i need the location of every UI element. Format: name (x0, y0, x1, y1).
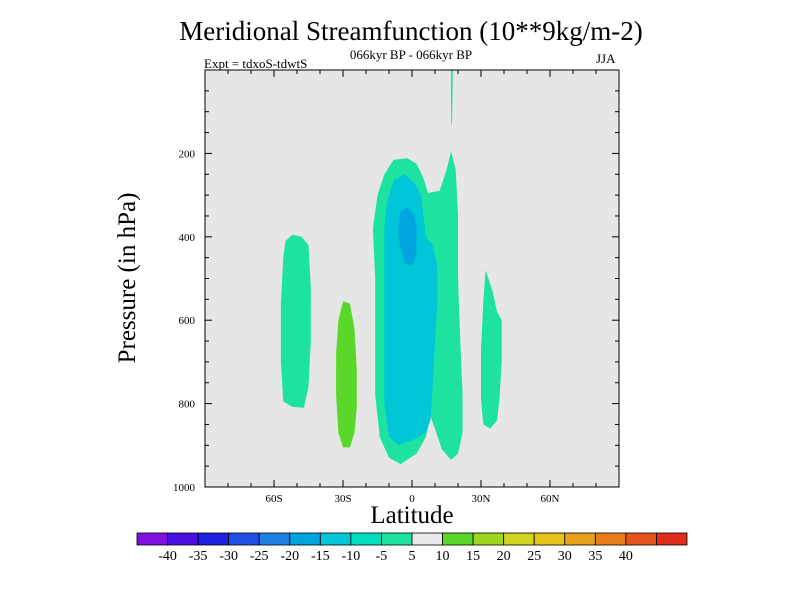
colorbar-label: -25 (250, 549, 269, 564)
experiment-label: Expt = tdxoS-tdwtS (204, 56, 308, 71)
colorbar-swatch (564, 532, 596, 546)
colorbar-swatch (656, 532, 688, 546)
contour-region-strat-filament (450, 70, 453, 125)
chart-title: Meridional Streamfunction (10**9kg/m-2) (179, 16, 643, 46)
colorbar-swatch (411, 532, 443, 546)
colorbar-swatch (503, 532, 535, 546)
x-tick-label: 30S (334, 493, 351, 505)
colorbar-label: -40 (158, 549, 177, 564)
contour-region-sh-midlat-cell (280, 234, 311, 408)
colorbar-label: 15 (466, 549, 480, 564)
colorbar-swatch (594, 532, 627, 546)
contour-region-tropical-core (398, 207, 417, 266)
colorbar-label: -10 (342, 549, 361, 564)
y-tick-label: 600 (179, 315, 196, 327)
colorbar-label: 10 (436, 549, 450, 564)
colorbar-label: 35 (588, 549, 602, 564)
colorbar-swatch (258, 532, 291, 546)
colorbar-swatch (442, 532, 474, 546)
colorbar-label: -30 (219, 549, 238, 564)
x-tick-label: 60S (265, 493, 282, 505)
colorbar-label: -35 (189, 549, 208, 564)
x-tick-label: 0 (409, 493, 415, 505)
colorbar-label: -20 (280, 549, 299, 564)
x-tick-label: 30N (472, 493, 491, 505)
contour-region-nh-subtrop-cell (481, 270, 502, 429)
colorbar-swatch (472, 532, 505, 546)
season-label: JJA (596, 51, 616, 66)
colorbar-label: -5 (376, 549, 388, 564)
y-tick-label: 400 (179, 232, 196, 244)
colorbar-label: -15 (311, 549, 330, 564)
colorbar-label: 40 (619, 549, 633, 564)
colorbar-swatch (319, 532, 352, 546)
colorbar-label: 25 (527, 549, 541, 564)
contour-region-tropical-band-mid (384, 174, 438, 446)
x-axis-label: Latitude (370, 502, 454, 529)
colorbar-swatch (167, 532, 199, 546)
y-tick-label: 1000 (173, 482, 196, 494)
colorbar-swatch (197, 532, 230, 546)
x-tick-label: 60N (541, 493, 560, 505)
colorbar-swatch (625, 532, 657, 546)
colorbar-swatch (289, 532, 321, 546)
y-tick-label: 200 (179, 148, 196, 160)
colorbar-label: 20 (497, 549, 511, 564)
chart-subtitle: 066kyr BP - 066kyr BP (349, 47, 473, 62)
colorbar-swatch (228, 532, 260, 546)
colorbar-label: 30 (558, 549, 572, 564)
y-tick-label: 800 (179, 399, 196, 411)
colorbar-swatch (136, 532, 168, 546)
colorbar-label: 5 (409, 549, 416, 564)
colorbar-swatch (350, 532, 382, 546)
colorbar-swatch (381, 532, 413, 546)
colorbar-swatch (533, 532, 566, 546)
contour-region-sh-subtrop-positive (336, 301, 357, 448)
